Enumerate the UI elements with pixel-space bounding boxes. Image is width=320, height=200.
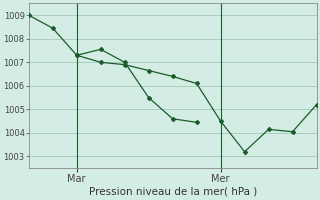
X-axis label: Pression niveau de la mer( hPa ): Pression niveau de la mer( hPa ) [89, 187, 257, 197]
